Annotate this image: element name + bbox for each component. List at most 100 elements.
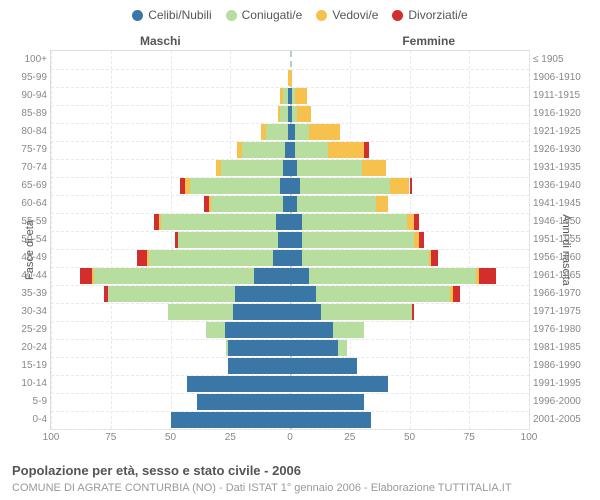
bar-seg-divorziati-m	[175, 232, 177, 248]
bar-seg-coniugati-f	[309, 268, 476, 284]
bar-seg-coniugati-m	[178, 232, 278, 248]
birth-year-label: 1976-1980	[529, 321, 581, 339]
birth-year-label: 1921-1925	[529, 123, 581, 141]
x-tick: 25	[344, 429, 355, 443]
bar-seg-coniugati-m	[206, 322, 225, 338]
age-label: 60-64	[21, 195, 51, 213]
pyramid-row: 75-791926-1930	[51, 141, 529, 159]
age-label: 75-79	[21, 141, 51, 159]
bar-seg-coniugati-f	[295, 124, 309, 140]
age-label: 95-99	[21, 69, 51, 87]
bar-seg-celibi-m	[278, 232, 290, 248]
bar-seg-coniugati-f	[297, 196, 376, 212]
birth-year-label: 1991-1995	[529, 375, 581, 393]
bar-seg-divorziati-m	[137, 250, 147, 266]
age-label: 55-59	[21, 213, 51, 231]
age-label: 25-29	[21, 321, 51, 339]
bar-seg-celibi-m	[228, 358, 290, 374]
legend-item: Vedovi/e	[316, 8, 378, 22]
bar-seg-coniugati-f	[297, 160, 362, 176]
bar-seg-vedovi-m	[216, 160, 221, 176]
bar-seg-coniugati-f	[300, 178, 391, 194]
bar-seg-divorziati-m	[204, 196, 209, 212]
bar-seg-coniugati-m	[190, 178, 281, 194]
bar-seg-coniugati-f	[321, 304, 412, 320]
birth-year-label: 1946-1950	[529, 213, 581, 231]
legend-item: Celibi/Nubili	[132, 8, 211, 22]
birth-year-label: 1931-1935	[529, 159, 581, 177]
age-label: 30-34	[21, 303, 51, 321]
bar-seg-celibi-m	[187, 376, 290, 392]
bar-seg-vedovi-m	[92, 268, 94, 284]
plot-area: 100+≤ 190595-991906-191090-941911-191585…	[50, 50, 530, 430]
legend-label: Coniugati/e	[242, 8, 303, 22]
bar-seg-coniugati-m	[94, 268, 254, 284]
bar-seg-celibi-f	[290, 214, 302, 230]
legend-label: Celibi/Nubili	[148, 8, 211, 22]
bar-seg-coniugati-f	[333, 322, 364, 338]
bar-seg-divorziati-f	[479, 268, 496, 284]
birth-year-label: 1941-1945	[529, 195, 581, 213]
bar-seg-coniugati-m	[161, 214, 276, 230]
bar-seg-divorziati-m	[104, 286, 109, 302]
pyramid-row: 0-42001-2005	[51, 411, 529, 429]
x-tick: 50	[404, 429, 415, 443]
bar-seg-vedovi-m	[278, 106, 280, 122]
age-label: 35-39	[21, 285, 51, 303]
bar-seg-divorziati-f	[453, 286, 460, 302]
pyramid-row: 10-141991-1995	[51, 375, 529, 393]
bar-seg-divorziati-m	[80, 268, 92, 284]
birth-year-label: 1911-1915	[529, 87, 580, 105]
legend-item: Divorziati/e	[392, 8, 467, 22]
pyramid-row: 45-491956-1960	[51, 249, 529, 267]
bar-seg-vedovi-m	[237, 142, 242, 158]
pyramid-row: 55-591946-1950	[51, 213, 529, 231]
bar-seg-vedovi-f	[297, 106, 311, 122]
bar-seg-vedovi-f	[376, 196, 388, 212]
bar-seg-celibi-m	[283, 196, 290, 212]
legend-swatch	[316, 10, 327, 21]
bar-seg-celibi-m	[235, 286, 290, 302]
x-tick: 100	[43, 429, 60, 443]
bar-seg-vedovi-f	[407, 214, 414, 230]
bar-seg-vedovi-f	[309, 124, 340, 140]
birth-year-label: 1936-1940	[529, 177, 581, 195]
bar-seg-celibi-f	[290, 250, 302, 266]
bar-seg-celibi-m	[197, 394, 290, 410]
bar-seg-celibi-f	[290, 322, 333, 338]
x-tick: 75	[464, 429, 475, 443]
bar-seg-celibi-m	[171, 412, 291, 428]
bar-seg-celibi-f	[290, 304, 321, 320]
age-label: 70-74	[21, 159, 51, 177]
legend: Celibi/Nubili Coniugati/e Vedovi/e Divorzia…	[0, 0, 600, 26]
label-males: Maschi	[140, 34, 181, 48]
birth-year-label: 1956-1960	[529, 249, 581, 267]
bar-seg-divorziati-f	[410, 178, 412, 194]
birth-year-label: 1961-1965	[529, 267, 581, 285]
pyramid-row: 95-991906-1910	[51, 69, 529, 87]
bar-seg-celibi-m	[273, 250, 290, 266]
bar-seg-coniugati-m	[266, 124, 288, 140]
bar-seg-coniugati-f	[302, 250, 429, 266]
age-label: 50-54	[21, 231, 51, 249]
birth-year-label: 1996-2000	[529, 393, 581, 411]
birth-year-label: 1916-1920	[529, 105, 581, 123]
population-pyramid-chart: Celibi/Nubili Coniugati/e Vedovi/e Divorzia…	[0, 0, 600, 500]
label-females: Femmine	[402, 34, 455, 48]
bar-seg-coniugati-f	[302, 214, 407, 230]
bar-seg-vedovi-m	[280, 88, 282, 104]
age-label: 100+	[24, 51, 51, 69]
bar-seg-vedovi-f	[328, 142, 364, 158]
bar-seg-celibi-m	[283, 160, 290, 176]
bar-seg-vedovi-m	[185, 178, 190, 194]
bar-seg-coniugati-m	[283, 88, 288, 104]
bar-seg-divorziati-f	[364, 142, 369, 158]
pyramid-row: 100+≤ 1905	[51, 51, 529, 69]
pyramid-row: 15-191986-1990	[51, 357, 529, 375]
pyramid-row: 65-691936-1940	[51, 177, 529, 195]
birth-year-label: ≤ 1905	[529, 51, 564, 69]
bar-seg-celibi-f	[290, 160, 297, 176]
bar-seg-coniugati-m	[221, 160, 283, 176]
birth-year-label: 1926-1930	[529, 141, 581, 159]
x-tick: 25	[225, 429, 236, 443]
